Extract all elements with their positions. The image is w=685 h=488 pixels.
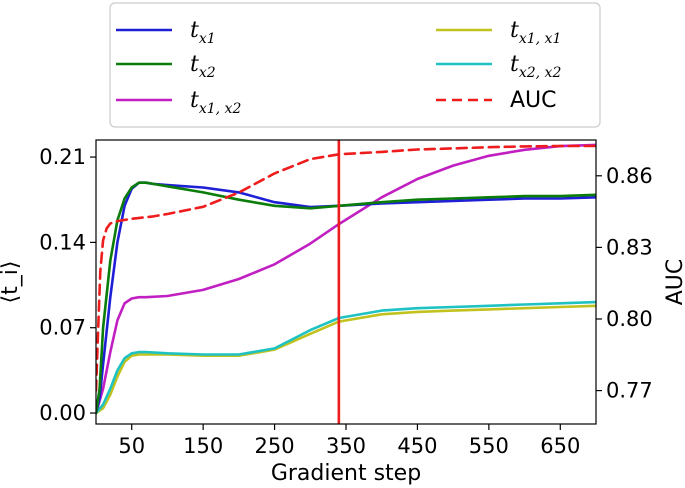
x-tick-label: 250 [255,434,295,458]
y-right-tick-label: 0.86 [606,164,653,188]
series-line-1 [96,181,596,415]
y-left-tick-label: 0.00 [39,401,86,425]
x-tick-label: 350 [326,434,366,458]
series-line-3 [96,304,596,415]
y-right-axis-title: AUC [663,259,685,306]
y-right-tick-label: 0.83 [606,235,653,259]
series-line-4 [96,300,596,415]
x-tick-label: 450 [397,434,437,458]
plot-frame [95,139,597,425]
y-right-tick-label: 0.80 [606,307,653,331]
x-axis-title: Gradient step [271,461,421,486]
series-line-0 [96,181,596,415]
y-left-tick-label: 0.21 [39,145,86,169]
x-tick-label: 150 [183,434,223,458]
plot-area [96,140,596,424]
x-tick-label: 650 [540,434,580,458]
y-left-tick-label: 0.14 [39,230,86,254]
axes: 50 150 250 350 450 550 650 0.00 0.07 0.14 0.21 0.77… [0,139,685,486]
y-left-tick-label: 0.07 [39,316,86,340]
x-tick-label: 50 [118,434,145,458]
series-group [96,143,596,415]
y-left-axis-title: ⟨t_i⟩ [0,261,23,304]
series-line-2 [96,143,596,415]
x-tick-label: 550 [469,434,509,458]
legend-box [109,2,601,128]
series-line-5 [96,144,596,392]
legend-label-5: AUC [510,88,557,113]
y-right-tick-label: 0.77 [606,379,653,403]
